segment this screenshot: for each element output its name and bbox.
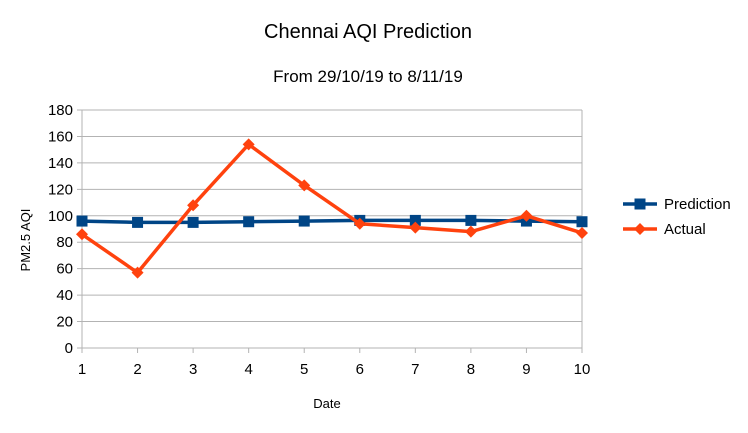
actual-point	[520, 209, 533, 222]
x-tick-label: 5	[300, 361, 308, 378]
x-tick-label: 6	[356, 361, 364, 378]
y-tick-label: 100	[48, 208, 73, 225]
actual-point	[298, 179, 311, 192]
y-tick-label: 120	[48, 181, 73, 198]
x-tick-label: 4	[244, 361, 252, 378]
actual-point	[131, 266, 144, 279]
plot-area: 0 20 40 60 80 100 120 140 160 180 1 2 3 4 5 6 7 8 9 10	[48, 102, 590, 378]
prediction-point	[132, 216, 144, 228]
y-tick-label: 160	[48, 128, 73, 145]
x-tick-label: 3	[189, 361, 197, 378]
y-tick-label: 140	[48, 155, 73, 172]
y-tick-label: 60	[56, 261, 73, 278]
prediction-point	[576, 216, 588, 228]
prediction-line	[81, 218, 583, 225]
y-axis-title: PM2.5 AQI	[18, 209, 33, 272]
actual-point	[76, 228, 88, 241]
chart-title: Chennai AQI Prediction	[264, 21, 472, 43]
legend-actual-label: Actual	[664, 221, 706, 238]
actual-point	[187, 199, 200, 212]
legend-prediction-label: Prediction	[664, 196, 731, 213]
y-tick-label: 20	[56, 314, 73, 331]
actual-line	[81, 142, 583, 275]
prediction-point	[465, 214, 477, 226]
prediction-point	[187, 216, 199, 228]
actual-point	[353, 217, 366, 230]
x-tick-label: 7	[411, 361, 419, 378]
x-tick-label: 9	[522, 361, 530, 378]
prediction-point	[409, 214, 421, 226]
x-axis-title: Date	[313, 396, 340, 411]
x-tick-label: 1	[78, 361, 86, 378]
prediction-point	[243, 216, 255, 228]
y-tick-label: 0	[65, 340, 73, 357]
actual-point	[464, 225, 477, 238]
actual-point	[242, 138, 255, 151]
actual-point	[409, 221, 422, 234]
chart-subtitle: From 29/10/19 to 8/11/19	[273, 67, 463, 86]
legend-actual-marker	[634, 223, 646, 235]
x-tick-label: 10	[574, 361, 591, 378]
y-tick-label: 80	[56, 234, 73, 251]
x-tick-label: 8	[467, 361, 475, 378]
prediction-point	[298, 215, 310, 227]
actual-point	[576, 226, 588, 239]
x-tick-label: 2	[133, 361, 141, 378]
legend: Prediction Actual	[623, 196, 731, 238]
legend-prediction-marker	[634, 198, 646, 210]
prediction-point	[76, 215, 88, 227]
y-tick-label: 40	[56, 287, 73, 304]
y-tick-label: 180	[48, 102, 73, 119]
